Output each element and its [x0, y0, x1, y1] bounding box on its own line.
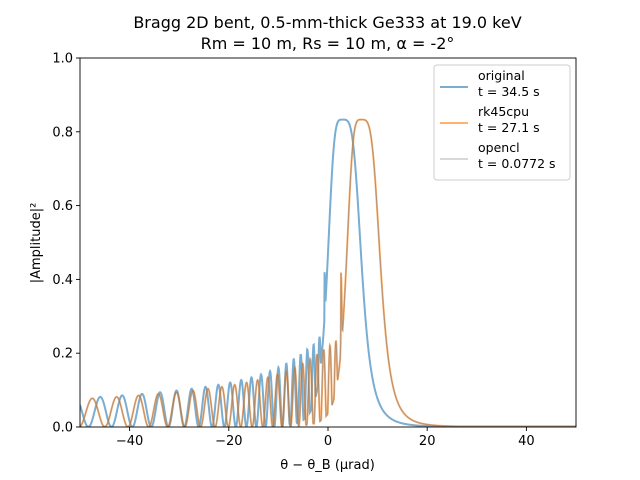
legend-label-rk45cpu: rk45cpu — [478, 104, 529, 119]
legend-label-opencl: opencl — [478, 140, 520, 155]
x-tick-label: −20 — [215, 434, 242, 449]
series-line-opencl — [80, 119, 576, 427]
x-tick-label: −40 — [116, 434, 143, 449]
y-tick-label: 0.0 — [52, 421, 73, 436]
y-tick-label: 1.0 — [52, 52, 73, 67]
legend-box — [433, 64, 571, 181]
legend-label-original: original — [478, 68, 525, 83]
chart-title-line-2: Rm = 10 m, Rs = 10 m, α = -2° — [201, 34, 455, 53]
y-tick-label: 0.6 — [52, 199, 73, 214]
chart-title-line-1: Bragg 2D bent, 0.5-mm-thick Ge333 at 19.… — [133, 13, 521, 32]
plot-area — [80, 118, 576, 427]
legend-timing-rk45cpu: t = 27.1 s — [478, 120, 540, 135]
y-tick-label: 0.8 — [52, 125, 73, 140]
y-tick-label: 0.2 — [52, 347, 73, 362]
y-tick-label: 0.4 — [52, 273, 73, 288]
x-tick-label: 40 — [518, 434, 535, 449]
legend-timing-opencl: t = 0.0772 s — [478, 156, 556, 171]
legend-timing-original: t = 34.5 s — [478, 84, 540, 99]
y-axis-label: |Amplitude|² — [29, 203, 44, 284]
x-axis-label: θ − θ_B (µrad) — [280, 458, 375, 473]
axes: −40 −20 0 20 40 0.0 0.2 0.4 0.6 0.8 1.0 — [52, 52, 577, 449]
x-tick-label: 0 — [324, 434, 332, 449]
x-tick-label: 20 — [419, 434, 436, 449]
